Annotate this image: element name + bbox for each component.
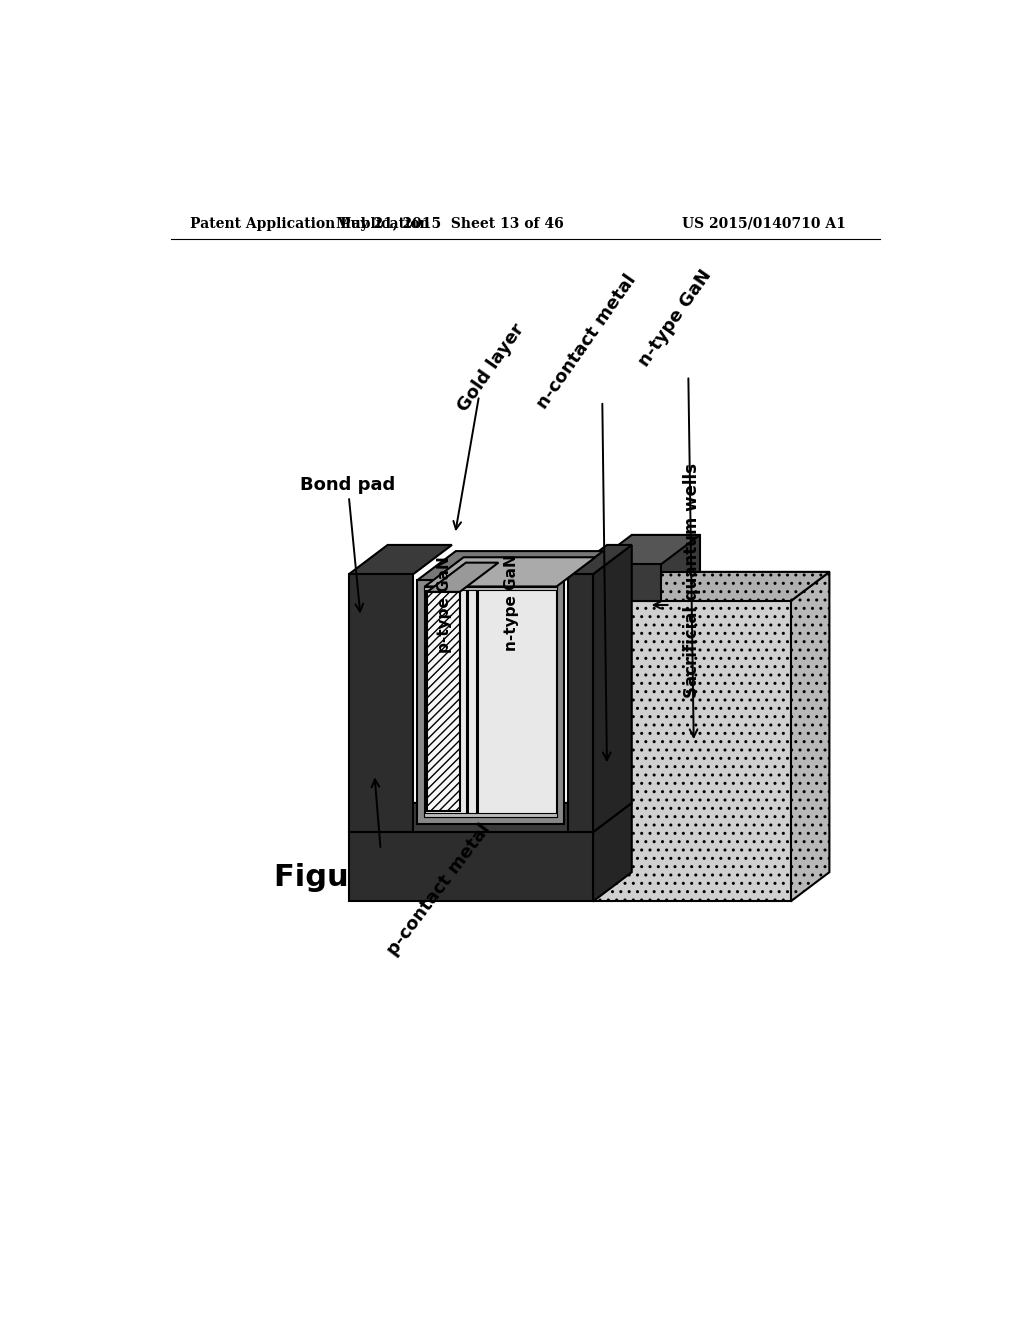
Text: May 21, 2015  Sheet 13 of 46: May 21, 2015 Sheet 13 of 46 (336, 216, 563, 231)
Polygon shape (349, 574, 414, 832)
Text: Figure 11b: Figure 11b (273, 863, 459, 892)
Polygon shape (593, 535, 700, 564)
Polygon shape (417, 552, 603, 581)
Polygon shape (791, 572, 829, 902)
Text: n-type GaN: n-type GaN (504, 554, 519, 651)
Text: p-type GaN: p-type GaN (437, 557, 453, 653)
Text: n-contact metal: n-contact metal (534, 271, 640, 412)
Polygon shape (568, 545, 632, 574)
Polygon shape (632, 572, 829, 873)
Text: n-type GaN: n-type GaN (635, 267, 715, 371)
Text: Gold layer: Gold layer (454, 321, 527, 414)
Polygon shape (593, 545, 632, 832)
Polygon shape (593, 572, 829, 601)
Polygon shape (424, 586, 557, 590)
Polygon shape (427, 562, 499, 591)
Text: p-contact metal: p-contact metal (384, 821, 495, 960)
Polygon shape (568, 574, 593, 832)
Text: Patent Application Publication: Patent Application Publication (190, 216, 430, 231)
Polygon shape (424, 813, 557, 817)
Text: US 2015/0140710 A1: US 2015/0140710 A1 (682, 216, 846, 231)
Polygon shape (593, 564, 662, 601)
Polygon shape (349, 545, 452, 574)
Polygon shape (632, 535, 700, 572)
Text: Sacrificial quantum wells: Sacrificial quantum wells (683, 463, 701, 698)
Polygon shape (425, 557, 595, 586)
Polygon shape (593, 601, 791, 902)
Polygon shape (593, 803, 632, 902)
Polygon shape (349, 803, 632, 832)
Text: Bond pad: Bond pad (300, 475, 395, 611)
Polygon shape (417, 581, 564, 825)
Polygon shape (427, 591, 460, 812)
Polygon shape (349, 832, 593, 902)
Polygon shape (425, 586, 557, 817)
